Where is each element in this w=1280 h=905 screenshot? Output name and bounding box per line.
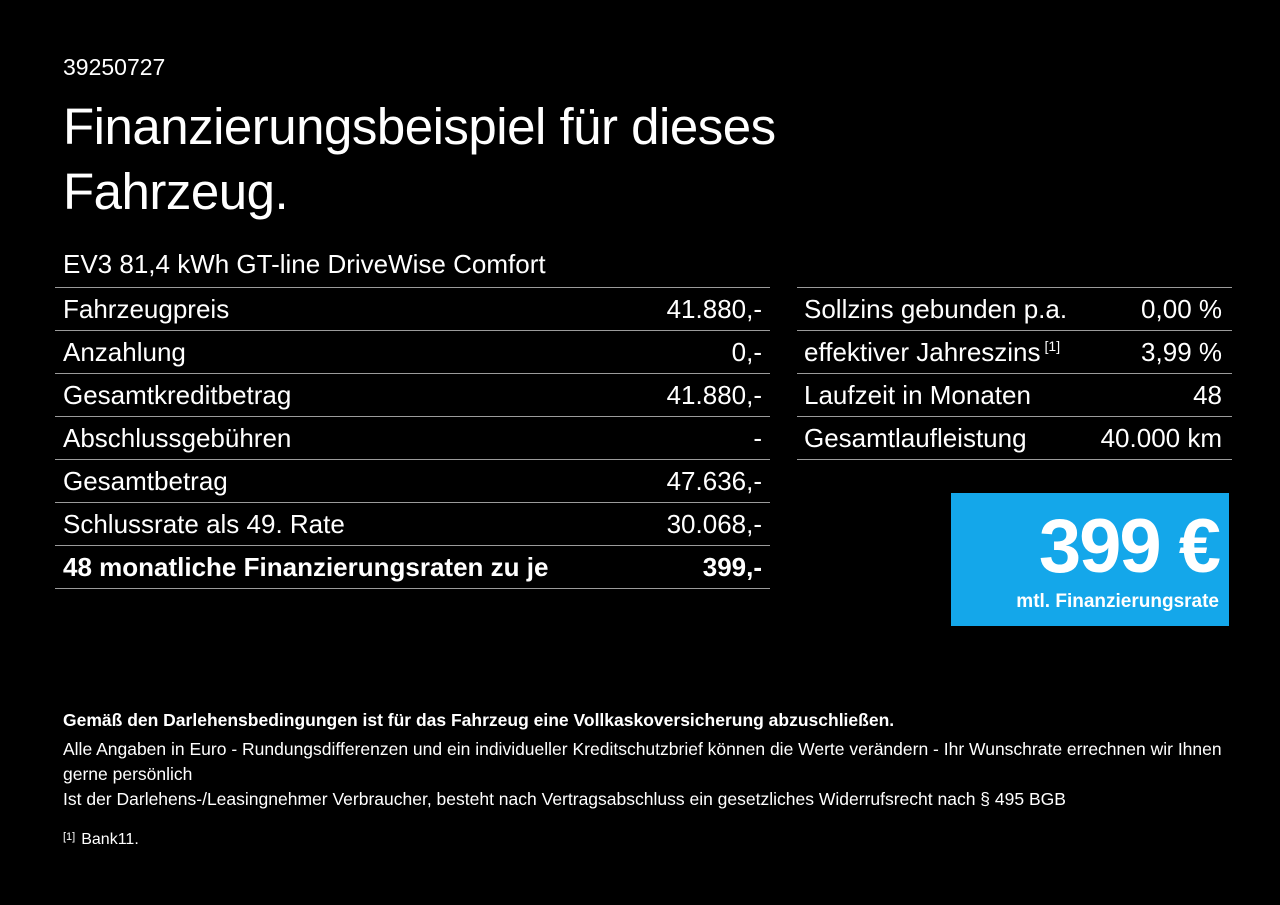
table-row-effektiver-jahreszins: effektiver Jahreszins [1] 3,99 % <box>797 331 1232 374</box>
table-row-schlussrate: Schlussrate als 49. Rate 30.068,- <box>55 503 770 546</box>
row-label: effektiver Jahreszins [1] <box>804 336 1061 367</box>
row-value: 0,00 % <box>1141 293 1222 324</box>
rate-amount: 399 € <box>1038 504 1221 589</box>
footnote-marker: [1] <box>63 831 76 843</box>
row-value: 0,- <box>731 336 762 367</box>
footer-note-line2: Ist der Darlehens-/Leasingnehmer Verbrau… <box>63 789 1066 809</box>
table-row-fahrzeugpreis: Fahrzeugpreis 41.880,- <box>55 288 770 331</box>
vehicle-id: 39250727 <box>63 54 166 80</box>
footer: Gemäß den Darlehensbedingungen ist für d… <box>63 708 1223 852</box>
row-value: 399,- <box>702 551 762 582</box>
table-row-gesamtkreditbetrag: Gesamtkreditbetrag 41.880,- <box>55 374 770 417</box>
row-value: 41.880,- <box>666 293 762 324</box>
page-title: Finanzierungsbeispiel für dieses Fahrzeug… <box>63 94 776 224</box>
row-value: 30.068,- <box>666 508 762 539</box>
footnote-marker: [1] <box>1044 337 1061 354</box>
row-label: Anzahlung <box>63 336 186 367</box>
footnote: [1] Bank11. <box>63 825 1223 852</box>
table-row-anzahlung: Anzahlung 0,- <box>55 331 770 374</box>
row-label: 48 monatliche Finanzierungsraten zu je <box>63 551 549 582</box>
page-title-line1: Finanzierungsbeispiel für dieses <box>63 98 776 155</box>
finance-table: Fahrzeugpreis 41.880,- Anzahlung 0,- Ges… <box>55 287 770 589</box>
row-label: Sollzins gebunden p.a. <box>804 293 1068 324</box>
row-label: Gesamtlaufleistung <box>804 422 1027 453</box>
monthly-rate-box: 399 € mtl. Finanzierungsrate <box>951 493 1229 626</box>
row-label: Laufzeit in Monaten <box>804 379 1031 410</box>
row-value: - <box>753 422 762 453</box>
row-value: 47.636,- <box>666 465 762 496</box>
footnote-text: Bank11. <box>81 831 139 848</box>
table-row-gesamtlaufleistung: Gesamtlaufleistung 40.000 km <box>797 417 1232 460</box>
table-row-sollzins: Sollzins gebunden p.a. 0,00 % <box>797 288 1232 331</box>
conditions-table: Sollzins gebunden p.a. 0,00 % effektiver… <box>797 287 1232 460</box>
row-label: Abschlussgebühren <box>63 422 292 453</box>
rate-caption: mtl. Finanzierungsrate <box>1016 591 1219 612</box>
row-value: 3,99 % <box>1141 336 1222 367</box>
row-label: Gesamtbetrag <box>63 465 228 496</box>
page-title-line2: Fahrzeug. <box>63 163 289 220</box>
row-value: 48 <box>1193 379 1222 410</box>
row-label: Fahrzeugpreis <box>63 293 230 324</box>
row-label: Schlussrate als 49. Rate <box>63 508 345 539</box>
footer-bold-note: Gemäß den Darlehensbedingungen ist für d… <box>63 710 895 730</box>
table-row-monatsraten: 48 monatliche Finanzierungsraten zu je 3… <box>55 546 770 589</box>
table-row-gesamtbetrag: Gesamtbetrag 47.636,- <box>55 460 770 503</box>
table-row-abschlussgebuehren: Abschlussgebühren - <box>55 417 770 460</box>
row-label: Gesamtkreditbetrag <box>63 379 292 410</box>
footer-note-line1: Alle Angaben in Euro - Rundungsdifferenz… <box>63 739 1222 784</box>
vehicle-name: EV3 81,4 kWh GT-line DriveWise Comfort <box>63 249 546 279</box>
row-value: 40.000 km <box>1100 422 1222 453</box>
row-value: 41.880,- <box>666 379 762 410</box>
table-row-laufzeit: Laufzeit in Monaten 48 <box>797 374 1232 417</box>
